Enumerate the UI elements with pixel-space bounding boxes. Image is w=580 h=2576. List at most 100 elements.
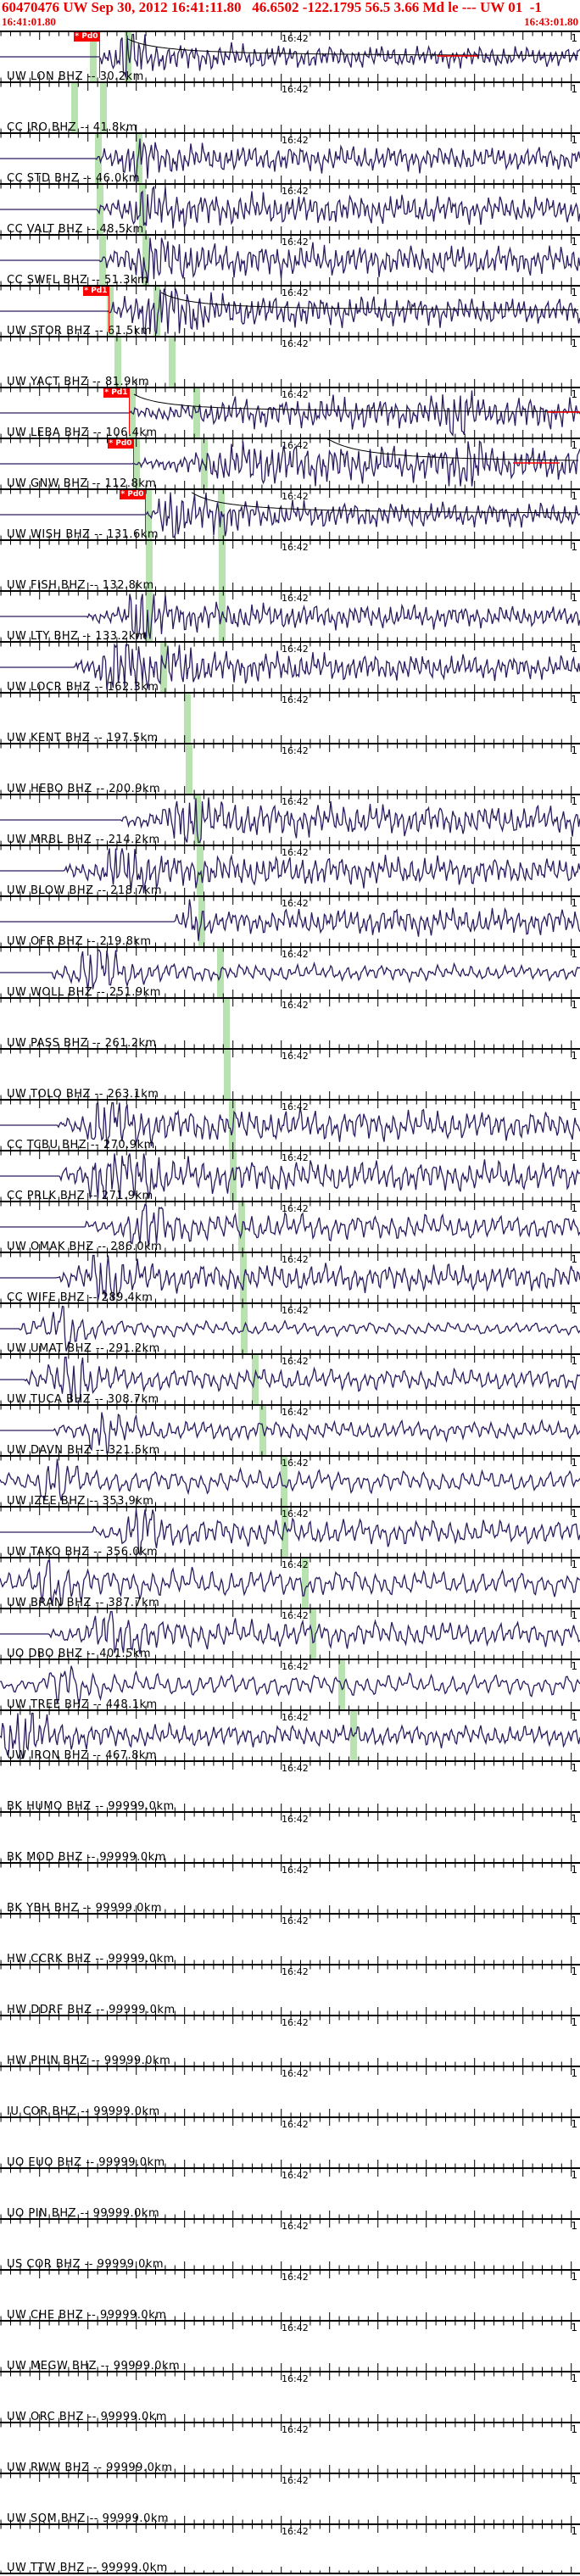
- trace-row-uw-tree[interactable]: 16:42 1 UW TREE BHZ -- 448.1km: [0, 1659, 580, 1711]
- center-time-label: 16:42: [282, 1101, 309, 1112]
- phase-pick-flag[interactable]: * Pd1: [103, 388, 129, 398]
- time-ticks: [0, 32, 572, 81]
- waveform-canvas: [0, 1660, 580, 1709]
- station-channel-label: UW TTW BHZ -- 99999.0km: [7, 2562, 168, 2574]
- waveform-canvas: [0, 1151, 580, 1201]
- trace-row-hw-phin[interactable]: 16:42 1 HW PHIN BHZ -- 99999.0km: [0, 2015, 580, 2067]
- trace-row-uw-pass[interactable]: 16:42 1 UW PASS BHZ -- 261.2km: [0, 997, 580, 1050]
- phase-pick-flag[interactable]: * Pd0: [108, 439, 133, 449]
- center-time-label: 16:42: [282, 1000, 309, 1011]
- trace-row-uw-hebo[interactable]: 16:42 1 UW HEBO BHZ -- 200.9km: [0, 743, 580, 795]
- trace-row-cc-wife[interactable]: 16:42 1 CC WIFE BHZ -- 289.4km: [0, 1252, 580, 1304]
- arrival-window-band: [142, 236, 149, 285]
- time-ticks: [0, 2271, 572, 2320]
- seismic-trace: [0, 1665, 580, 1704]
- trace-row-uw-wish[interactable]: * Pd0 16:42 1 UW WISH BHZ -- 131.6km: [0, 488, 580, 541]
- trace-row-cc-valt[interactable]: 16:42 1 CC VALT BHZ -- 48.5km: [0, 183, 580, 236]
- trace-row-uw-ttw[interactable]: 16:42 1 UW TTW BHZ -- 99999.0km: [0, 2523, 580, 2574]
- seismic-trace: [0, 185, 580, 229]
- center-time-label: 16:42: [282, 237, 309, 248]
- trace-row-uw-woll[interactable]: 16:42 1 UW WOLL BHZ -- 251.9km: [0, 946, 580, 999]
- center-time-label: 16:42: [282, 1661, 309, 1672]
- trace-row-cc-std[interactable]: 16:42 1 CC STD BHZ -- 46.0km: [0, 132, 580, 185]
- trace-row-uw-megw[interactable]: 16:42 1 UW MEGW BHZ -- 99999.0km: [0, 2320, 580, 2372]
- trace-row-uw-orc[interactable]: 16:42 1 UW ORC BHZ -- 99999.0km: [0, 2371, 580, 2423]
- station-channel-label: IU COR BHZ -- 99999.0km: [7, 2105, 160, 2118]
- trace-row-uw-kent[interactable]: 16:42 1 UW KENT BHZ -- 197.5km: [0, 692, 580, 744]
- trace-row-uw-davn[interactable]: 16:42 1 UW DAVN BHZ -- 321.5km: [0, 1404, 580, 1457]
- trace-row-uw-lon[interactable]: * Pd0 16:42 1 UW LON BHZ -- 30.2km: [0, 31, 580, 83]
- scale-flag: 1: [571, 2322, 577, 2333]
- trace-row-uw-izee[interactable]: 16:42 1 UW IZEE BHZ -- 353.9km: [0, 1455, 580, 1508]
- scale-flag: 1: [571, 1762, 577, 1774]
- arrival-window-band: [186, 744, 192, 794]
- trace-row-cc-jro[interactable]: 16:42 1 CC JRO BHZ -- 41.8km: [0, 81, 580, 134]
- center-time-label: 16:42: [282, 2068, 309, 2079]
- arrival-window-band: [238, 1202, 245, 1252]
- phase-pick-line[interactable]: [133, 439, 134, 485]
- trace-row-uw-rww[interactable]: 16:42 1 UW RWW BHZ -- 99999.0km: [0, 2422, 580, 2474]
- time-ticks: [0, 2372, 572, 2422]
- trace-row-uw-umat[interactable]: 16:42 1 UW UMAT BHZ -- 291.2km: [0, 1302, 580, 1355]
- trace-row-uw-locr[interactable]: 16:42 1 UW LOCR BHZ -- 162.3km: [0, 641, 580, 694]
- phase-pick-line[interactable]: [129, 388, 130, 434]
- trace-row-uw-stor[interactable]: * Pd1 16:42 1 UW STOR BHZ -- 61.5km: [0, 285, 580, 337]
- trace-row-uw-tolo[interactable]: 16:42 1 UW TOLO BHZ -- 263.1km: [0, 1048, 580, 1101]
- trace-row-bk-mod[interactable]: 16:42 1 BK MOD BHZ -- 99999.0km: [0, 1811, 580, 1864]
- trace-row-us-cor[interactable]: 16:42 1 US COR BHZ -- 99999.0km: [0, 2218, 580, 2271]
- trace-row-uw-yact[interactable]: 16:42 1 UW YACT BHZ -- 81.9km: [0, 336, 580, 388]
- trace-row-uw-leba[interactable]: * Pd1 16:42 1 UW LEBA BHZ -- 106.4km: [0, 387, 580, 439]
- arrival-window-band: [224, 1050, 231, 1099]
- scale-flag: 1: [571, 1202, 577, 1214]
- time-ticks: [0, 541, 572, 590]
- trace-row-uw-fish[interactable]: 16:42 1 UW FISH BHZ -- 132.8km: [0, 539, 580, 592]
- phase-pick-flag[interactable]: * Pd0: [74, 32, 99, 42]
- trace-row-bk-ybh[interactable]: 16:42 1 BK YBH BHZ -- 99999.0km: [0, 1862, 580, 1915]
- trace-row-uw-mrbl[interactable]: 16:42 1 UW MRBL BHZ -- 214.2km: [0, 794, 580, 846]
- trace-row-bk-humo[interactable]: 16:42 1 BK HUMO BHZ -- 99999.0km: [0, 1760, 580, 1813]
- trace-row-uw-ofr[interactable]: 16:42 1 UW OFR BHZ -- 219.8km: [0, 895, 580, 948]
- phase-pick-line[interactable]: [145, 490, 146, 536]
- trace-row-uw-omak[interactable]: 16:42 1 UW OMAK BHZ -- 286.0km: [0, 1201, 580, 1253]
- waveform-canvas: [0, 1915, 572, 1964]
- trace-row-cc-prlk[interactable]: 16:42 1 CC PRLK BHZ -- 271.9km: [0, 1150, 580, 1202]
- scale-flag: 1: [571, 2016, 577, 2028]
- trace-row-uw-che[interactable]: 16:42 1 UW CHE BHZ -- 99999.0km: [0, 2269, 580, 2322]
- trace-row-uw-iron[interactable]: 16:42 1 UW IRON BHZ -- 467.8km: [0, 1709, 580, 1762]
- trace-row-uw-gnw[interactable]: * Pd0 16:42 1 UW GNW BHZ -- 112.8km: [0, 438, 580, 490]
- phase-pick-flag[interactable]: * Pd0: [120, 490, 145, 499]
- trace-row-cc-swfl[interactable]: 16:42 1 CC SWFL BHZ -- 51.3km: [0, 234, 580, 287]
- trace-row-uo-dbo[interactable]: 16:42 1 UO DBO BHZ -- 401.5km: [0, 1608, 580, 1660]
- window-start-time: 16:41:01.80: [2, 15, 56, 28]
- seismic-trace: [0, 899, 580, 941]
- trace-row-hw-ddrf[interactable]: 16:42 1 HW DDRF BHZ -- 99999.0km: [0, 1964, 580, 2016]
- waveform-canvas: [0, 541, 572, 590]
- center-time-label: 16:42: [282, 287, 309, 298]
- phase-pick-line[interactable]: [99, 32, 100, 78]
- scale-flag: 1: [571, 1711, 577, 1723]
- trace-row-cc-tcbu[interactable]: 16:42 1 CC TCBU BHZ -- 270.9km: [0, 1099, 580, 1151]
- trace-row-uw-bran[interactable]: 16:42 1 UW BRAN BHZ -- 387.7km: [0, 1557, 580, 1609]
- trace-row-uo-euo[interactable]: 16:42 1 UO EUO BHZ -- 99999.0km: [0, 2116, 580, 2169]
- trace-row-uw-tuca[interactable]: 16:42 1 UW TUCA BHZ -- 308.7km: [0, 1353, 580, 1406]
- arrival-window-band: [338, 1660, 345, 1709]
- seismic-trace: [0, 1254, 580, 1301]
- trace-row-uw-tako[interactable]: 16:42 1 UW TAKO BHZ -- 356.0km: [0, 1506, 580, 1558]
- phase-pick-flag[interactable]: * Pd1: [83, 287, 109, 296]
- trace-row-uo-pin[interactable]: 16:42 1 UO PIN BHZ -- 99999.0km: [0, 2167, 580, 2220]
- event-summary-line: 60470476 UW Sep 30, 2012 16:41:11.80 46.…: [2, 0, 542, 15]
- trace-row-hw-ccrk[interactable]: 16:42 1 HW CCRK BHZ -- 99999.0km: [0, 1913, 580, 1965]
- station-channel-label: UW PASS BHZ -- 261.2km: [7, 1037, 157, 1050]
- time-ticks: [0, 999, 572, 1048]
- trace-row-uw-sqm[interactable]: 16:42 1 UW SQM BHZ -- 99999.0km: [0, 2473, 580, 2525]
- seismic-trace: [0, 288, 580, 335]
- waveform-canvas: [0, 287, 580, 336]
- center-time-label: 16:42: [282, 2373, 309, 2384]
- trace-row-iu-cor[interactable]: 16:42 1 IU COR BHZ -- 99999.0km: [0, 2066, 580, 2118]
- arrival-window-band: [169, 337, 176, 387]
- seismic-trace: [0, 33, 580, 78]
- center-time-label: 16:42: [282, 1051, 309, 1062]
- trace-row-uw-lty[interactable]: 16:42 1 UW LTY BHZ -- 133.2km: [0, 590, 580, 643]
- trace-row-uw-blow[interactable]: 16:42 1 UW BLOW BHZ -- 218.7km: [0, 845, 580, 897]
- time-ticks: [0, 948, 572, 997]
